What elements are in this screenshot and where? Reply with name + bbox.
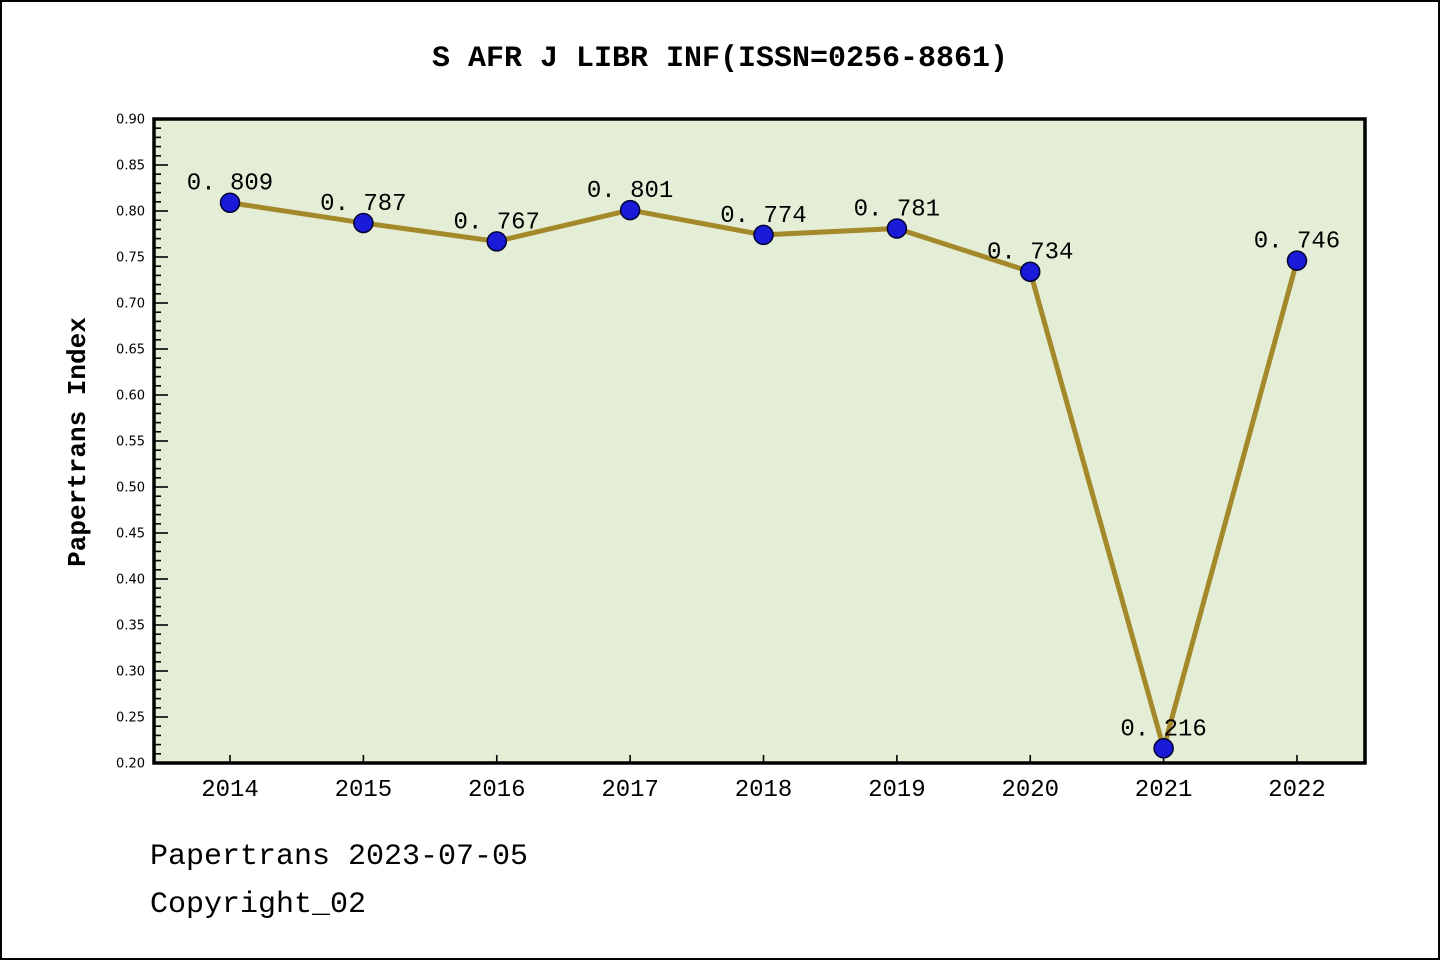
y-tick-label: 0.85 <box>116 159 145 174</box>
x-tick-label: 2016 <box>468 777 526 804</box>
y-tick-label: 0.20 <box>116 757 145 772</box>
data-point <box>219 192 241 213</box>
data-point <box>753 224 774 246</box>
point-label: 0. 781 <box>854 196 940 223</box>
point-label: 0. 774 <box>720 203 806 230</box>
y-tick-label: 0.55 <box>116 435 145 450</box>
point-label: 0. 787 <box>320 191 406 218</box>
data-point <box>353 212 374 234</box>
point-label: 0. 746 <box>1254 229 1340 256</box>
footer-copyright: Copyright_02 <box>150 888 367 922</box>
x-tick-label: 2021 <box>1135 777 1193 804</box>
y-tick-label: 0.90 <box>116 113 145 128</box>
x-tick-label: 2019 <box>868 777 926 804</box>
chart-svg: 0.20 0.25 0.30 0.35 0.40 0.45 0.50 0.55 0.60 0.65… <box>116 113 1367 804</box>
data-point <box>1153 738 1174 759</box>
x-tick-label: 2014 <box>201 777 259 804</box>
x-tick-label: 2022 <box>1268 777 1326 804</box>
y-tick-label: 0.70 <box>116 297 145 312</box>
y-tick-label: 0.35 <box>116 619 145 634</box>
y-tick-label: 0.25 <box>116 711 145 726</box>
point-label: 0. 767 <box>454 209 540 236</box>
data-point <box>486 231 508 252</box>
x-tick-label: 2018 <box>735 777 793 804</box>
x-tick-label: 2015 <box>335 777 393 804</box>
y-tick-label: 0.65 <box>116 343 145 358</box>
y-tick-label: 0.50 <box>116 481 145 496</box>
point-label: 0. 801 <box>587 178 673 205</box>
y-tick-label: 0.75 <box>116 251 145 266</box>
x-tick-label: 2020 <box>1001 777 1059 804</box>
point-label: 0. 809 <box>187 171 273 198</box>
plot-border <box>152 117 1367 765</box>
x-tick-label: 2017 <box>601 777 659 804</box>
footer-date: Papertrans 2023-07-05 <box>150 840 529 874</box>
data-point <box>1019 261 1041 282</box>
data-point <box>886 218 908 239</box>
y-tick-label: 0.30 <box>116 665 145 680</box>
point-label: 0. 734 <box>987 240 1073 267</box>
chart-title: S AFR J LIBR INF(ISSN=0256-8861) <box>431 42 1009 76</box>
data-point <box>619 199 641 221</box>
point-label: 0. 216 <box>1120 716 1206 743</box>
data-point <box>1286 250 1308 271</box>
y-tick-label: 0.60 <box>116 389 145 404</box>
y-tick-label: 0.45 <box>116 527 145 542</box>
y-tick-label: 0.80 <box>116 205 145 220</box>
y-tick-label: 0.40 <box>116 573 145 588</box>
